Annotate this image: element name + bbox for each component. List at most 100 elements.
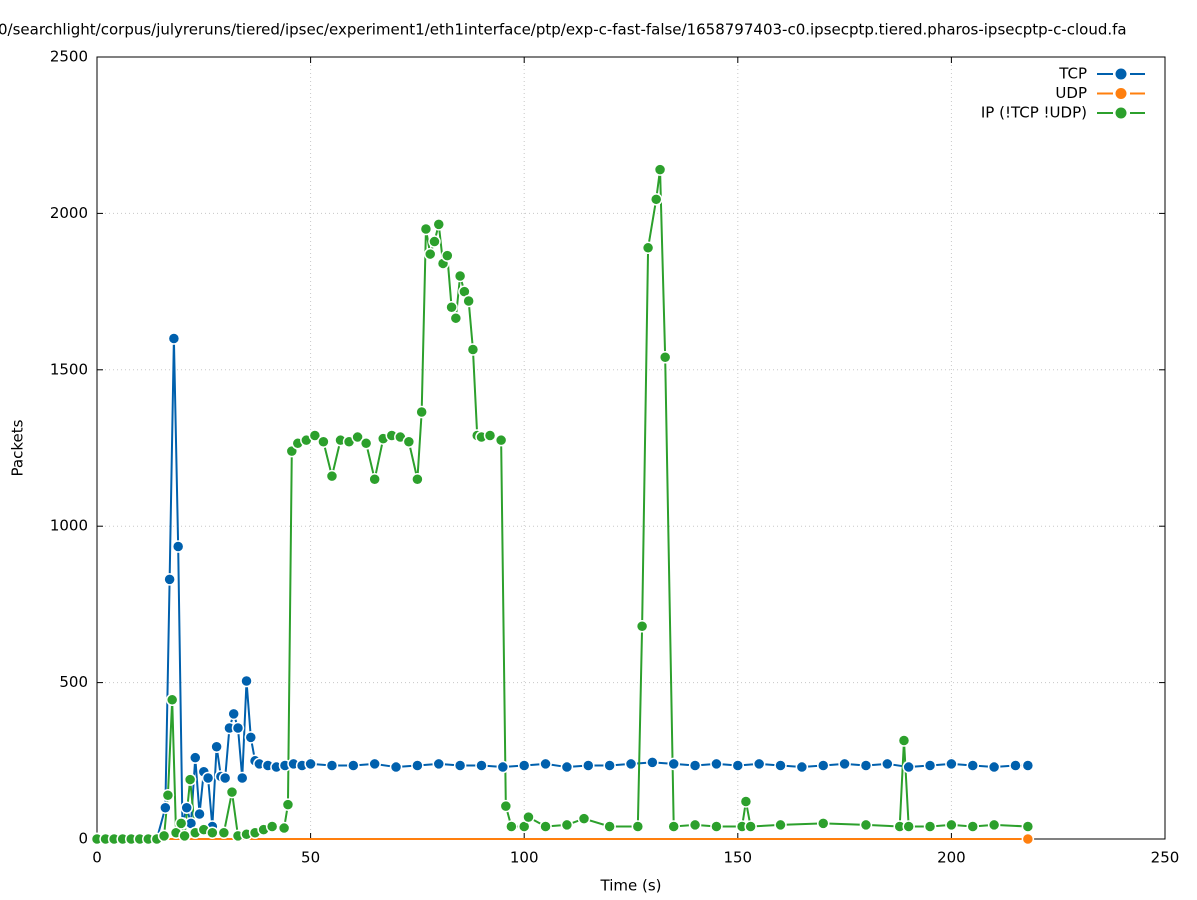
data-point — [402, 435, 416, 448]
data-point — [411, 473, 424, 486]
data-point — [415, 405, 428, 419]
data-point — [560, 760, 574, 774]
data-point — [206, 826, 219, 839]
data-point — [217, 826, 231, 839]
data-point — [560, 818, 574, 832]
data-point — [308, 429, 322, 442]
data-point — [161, 788, 175, 802]
y-axis-label: Packets — [9, 419, 27, 476]
data-point — [646, 756, 659, 769]
data-point — [325, 759, 339, 772]
data-point — [658, 351, 672, 364]
data-point — [522, 810, 535, 824]
data-point — [449, 311, 463, 325]
legend-marker — [1115, 68, 1127, 80]
data-point — [710, 820, 723, 833]
data-point — [163, 573, 176, 586]
data-point — [432, 218, 446, 231]
data-point — [966, 820, 980, 833]
data-point — [774, 818, 787, 832]
data-point — [517, 759, 531, 772]
data-point — [624, 757, 638, 771]
data-point — [653, 163, 667, 176]
data-point — [987, 760, 1001, 774]
data-point — [631, 820, 645, 833]
data-point — [816, 759, 830, 772]
x-tick-label: 150 — [723, 849, 752, 867]
data-point — [987, 818, 1001, 832]
data-point — [688, 818, 702, 832]
data-point — [494, 433, 508, 447]
data-point — [281, 798, 295, 811]
data-point — [649, 193, 663, 206]
data-point — [225, 785, 239, 799]
data-point — [923, 759, 937, 772]
data-point — [739, 795, 753, 808]
data-point — [178, 829, 191, 843]
data-point — [317, 435, 330, 448]
data-point — [1009, 759, 1022, 772]
data-point — [466, 343, 480, 356]
data-point — [774, 759, 787, 772]
data-point — [411, 759, 424, 772]
data-point — [505, 820, 518, 833]
data-point — [445, 300, 458, 314]
data-point — [641, 241, 655, 255]
chart-title: 0/searchlight/corpus/julyreruns/tiered/i… — [0, 21, 1127, 39]
x-axis-label: Time (s) — [600, 877, 662, 895]
data-point — [423, 247, 437, 261]
x-tick-label: 100 — [510, 849, 539, 867]
data-point — [577, 812, 591, 825]
x-tick-label: 50 — [301, 849, 320, 867]
data-point — [351, 430, 364, 444]
data-point — [731, 759, 745, 772]
legend-marker — [1115, 107, 1127, 119]
data-point — [897, 734, 911, 747]
data-point — [744, 820, 757, 833]
data-point — [838, 757, 851, 771]
data-point — [859, 818, 873, 832]
legend-label: IP (!TCP !UDP) — [981, 104, 1087, 122]
data-point — [218, 771, 232, 785]
data-point — [174, 817, 188, 830]
data-point — [368, 473, 381, 486]
data-point — [1021, 759, 1035, 772]
data-point — [428, 235, 441, 248]
data-point — [453, 759, 467, 772]
data-point — [539, 820, 552, 833]
data-point — [244, 731, 258, 744]
data-point — [859, 759, 873, 772]
data-point — [389, 760, 403, 774]
data-point — [710, 757, 723, 771]
data-point — [347, 759, 360, 772]
y-tick-label: 0 — [78, 830, 88, 848]
data-point — [902, 820, 915, 833]
y-tick-label: 500 — [59, 673, 88, 691]
data-point — [277, 821, 291, 835]
data-point — [539, 757, 552, 771]
data-point — [359, 437, 373, 450]
data-point — [419, 222, 433, 236]
data-point — [499, 799, 513, 813]
data-point — [240, 674, 253, 688]
y-tick-label: 2000 — [50, 204, 88, 222]
data-point — [667, 820, 680, 833]
data-point — [635, 620, 649, 633]
data-point — [945, 757, 958, 771]
plot-frame — [96, 56, 1166, 840]
data-point — [183, 773, 197, 786]
data-point — [462, 294, 475, 308]
x-tick-label: 0 — [92, 849, 102, 867]
data-point — [752, 757, 766, 771]
data-point — [603, 759, 616, 772]
y-tick-label: 1000 — [50, 517, 88, 535]
y-tick-label: 2500 — [50, 48, 88, 66]
legend-label: TCP — [1058, 65, 1087, 83]
data-point — [881, 757, 894, 771]
data-point — [795, 760, 809, 774]
data-point — [231, 721, 245, 735]
data-point — [167, 332, 181, 345]
data-point — [157, 829, 171, 843]
data-point — [667, 757, 680, 771]
